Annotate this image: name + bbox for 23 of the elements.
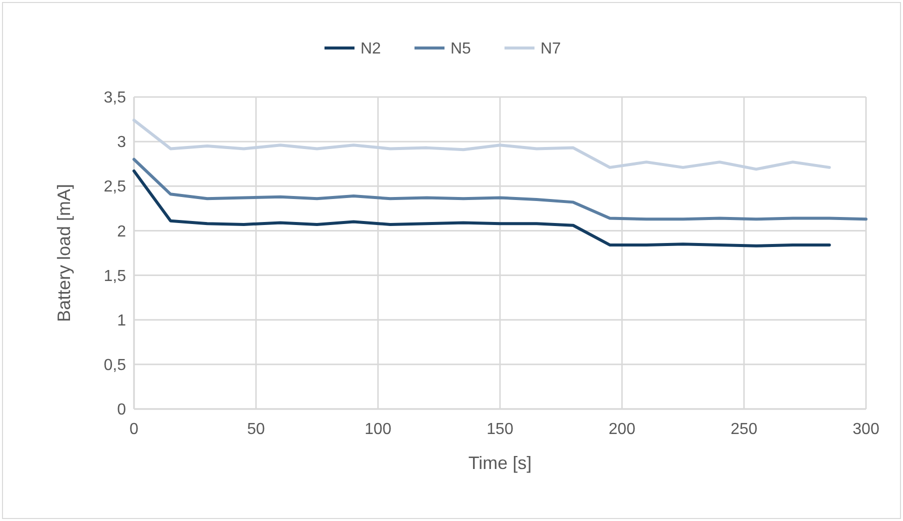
line-series — [132, 169, 831, 248]
y-tick-label: 3,5 — [104, 90, 126, 107]
x-tick-label: 150 — [486, 421, 514, 438]
line-series — [132, 158, 868, 221]
y-tick-label: 0 — [117, 402, 126, 419]
legend-label: N2 — [360, 40, 382, 58]
y-tick-label: 0,5 — [104, 357, 126, 374]
y-tick-label: 3 — [117, 134, 126, 152]
x-tick-label: 50 — [247, 421, 265, 438]
y-tick-label: 2 — [117, 223, 126, 240]
y-tick-label: 2,5 — [104, 178, 126, 196]
x-tick-label: 200 — [608, 421, 636, 438]
x-axis-title: Time [s] — [468, 453, 532, 473]
x-tick-label: 100 — [364, 421, 392, 438]
x-tick-label: 300 — [852, 421, 880, 438]
legend-label: N7 — [540, 40, 562, 58]
x-tick-label: 250 — [730, 421, 758, 438]
line-series — [132, 118, 831, 171]
y-axis-title: Battery load [mA] — [54, 184, 74, 322]
y-tick-label: 1 — [117, 312, 126, 330]
legend-label: N5 — [450, 40, 472, 58]
x-tick-label: 0 — [130, 421, 139, 438]
y-tick-label: 1,5 — [104, 268, 126, 285]
